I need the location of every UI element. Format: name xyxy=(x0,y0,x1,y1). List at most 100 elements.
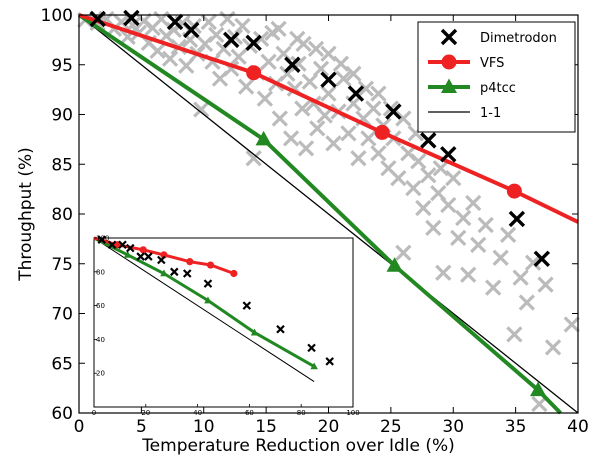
background-point xyxy=(395,110,412,127)
main-dimetrodon-point xyxy=(166,13,184,31)
background-point xyxy=(193,101,210,118)
inset-dimetrodon-point xyxy=(203,279,213,288)
background-point xyxy=(245,150,262,167)
main-vfs-point xyxy=(374,124,390,140)
background-point xyxy=(512,269,529,286)
inset-x-tick-label: 60 xyxy=(245,409,254,417)
background-point xyxy=(335,70,352,87)
inset-vfs-point xyxy=(230,269,238,278)
inset-vfs-point xyxy=(206,261,215,269)
inset-dimetrodon-point xyxy=(276,324,285,334)
main-series xyxy=(77,9,579,415)
background-point xyxy=(563,316,580,333)
background-point xyxy=(260,53,277,70)
y-tick-label: 60 xyxy=(51,404,73,424)
background-point xyxy=(415,199,432,217)
inset-y-tick-label: 80 xyxy=(96,268,105,276)
y-tick-label: 80 xyxy=(51,205,73,225)
inset-p4tcc-point xyxy=(160,269,168,277)
x-tick-label: 0 xyxy=(74,417,85,437)
inset-p4tcc-point xyxy=(204,296,212,304)
inset-vfs-point xyxy=(160,251,168,259)
background-point xyxy=(465,194,482,212)
background-point xyxy=(312,60,330,77)
main-vfs-point xyxy=(506,183,522,199)
inset-dimetrodon-point xyxy=(97,235,107,244)
inset-p4tcc-point xyxy=(250,328,259,336)
background-point xyxy=(518,294,535,311)
background-point xyxy=(208,26,225,44)
x-tick-label: 20 xyxy=(318,417,340,437)
inset-x-tick-label: 20 xyxy=(141,409,150,417)
x-tick-label: 30 xyxy=(442,417,464,437)
inset-vfs-point xyxy=(113,241,121,249)
legend-dimetrodon-marker xyxy=(440,28,458,46)
background-point xyxy=(544,339,562,356)
background-point xyxy=(470,236,487,253)
inset-x-tick-label: 40 xyxy=(193,409,202,417)
main-dimetrodon-point xyxy=(222,31,240,49)
legend-1-1-label: 1-1 xyxy=(480,106,501,121)
background-point xyxy=(435,264,452,281)
inset-y-tick-label: 40 xyxy=(96,336,105,344)
y-tick-label: 70 xyxy=(51,305,73,325)
background-point xyxy=(455,209,472,227)
background-point xyxy=(295,35,312,52)
inset-dimetrodon-point xyxy=(144,252,153,261)
background-point xyxy=(357,80,375,97)
inset-1-1-line xyxy=(93,237,315,383)
y-tick-label: 85 xyxy=(51,155,73,175)
background-point xyxy=(234,17,251,35)
main-dimetrodon-point xyxy=(89,10,106,28)
background-point xyxy=(390,170,407,187)
main-dimetrodon-point xyxy=(347,85,365,102)
background-point xyxy=(420,167,437,184)
inset-dimetrodon-point xyxy=(125,243,135,253)
background-point xyxy=(149,42,166,59)
main-dimetrodon-point xyxy=(123,9,140,27)
background-point xyxy=(524,254,542,271)
background-point xyxy=(500,226,517,244)
background-point xyxy=(395,244,412,261)
background-point xyxy=(271,110,288,127)
main-p4tcc-point xyxy=(386,257,403,272)
background-point xyxy=(537,276,554,293)
inset-dimetrodon-point xyxy=(307,343,316,353)
inset-dimetrodon-point xyxy=(136,252,145,261)
inset-chart: 0 20 40 60 80 100 20 40 60 80 100 xyxy=(92,235,360,418)
background-point xyxy=(460,266,477,283)
x-tick-label: 25 xyxy=(380,417,402,437)
background-point xyxy=(316,107,333,124)
inset-p4tcc-line xyxy=(93,236,315,368)
background-point xyxy=(282,130,300,147)
background-point xyxy=(325,135,342,152)
background-point xyxy=(219,10,236,28)
background-point xyxy=(320,45,337,62)
y-axis-title: Throughput (%) xyxy=(16,147,36,282)
inset-dimetrodon-point xyxy=(242,301,252,310)
inset-p4tcc-point xyxy=(310,362,318,370)
background-point xyxy=(297,140,315,157)
background-point xyxy=(320,85,337,102)
main-p4tcc-point xyxy=(530,381,547,397)
background-point xyxy=(477,216,494,234)
legend-dimetrodon-label: Dimetrodon xyxy=(480,31,557,46)
inset-dimetrodon-point xyxy=(170,267,179,277)
background-point xyxy=(301,73,318,90)
inset-y-tick-label: 100 xyxy=(96,235,109,243)
inset-dimetrodon-point xyxy=(182,269,192,278)
background-point xyxy=(405,179,422,197)
background-point xyxy=(153,10,170,28)
inset-x-tick-label: 100 xyxy=(346,409,359,417)
legend-p4tcc-label: p4tcc xyxy=(480,81,516,96)
background-point xyxy=(360,130,377,147)
y-tick-label: 90 xyxy=(51,106,73,126)
y-tick-label: 100 xyxy=(41,6,73,26)
inset-dimetrodon-point xyxy=(325,357,334,366)
x-axis-title: Temperature Reduction over Idle (%) xyxy=(141,436,455,456)
background-point xyxy=(370,85,387,102)
y-tick-label: 95 xyxy=(51,56,73,76)
background-point xyxy=(307,40,325,57)
background-point xyxy=(365,100,382,117)
